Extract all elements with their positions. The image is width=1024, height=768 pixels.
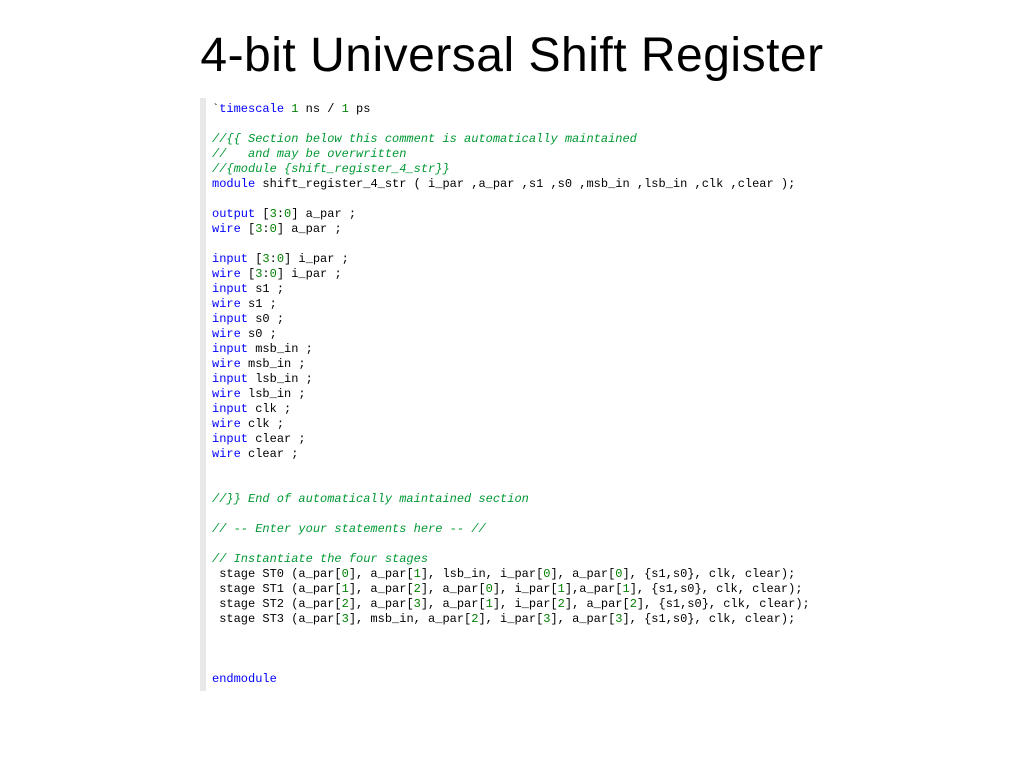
code-block: `timescale 1 ns / 1 ps //{{ Section belo…	[212, 102, 892, 687]
slide-title: 4-bit Universal Shift Register	[0, 28, 1024, 83]
code-panel: `timescale 1 ns / 1 ps //{{ Section belo…	[200, 98, 892, 691]
